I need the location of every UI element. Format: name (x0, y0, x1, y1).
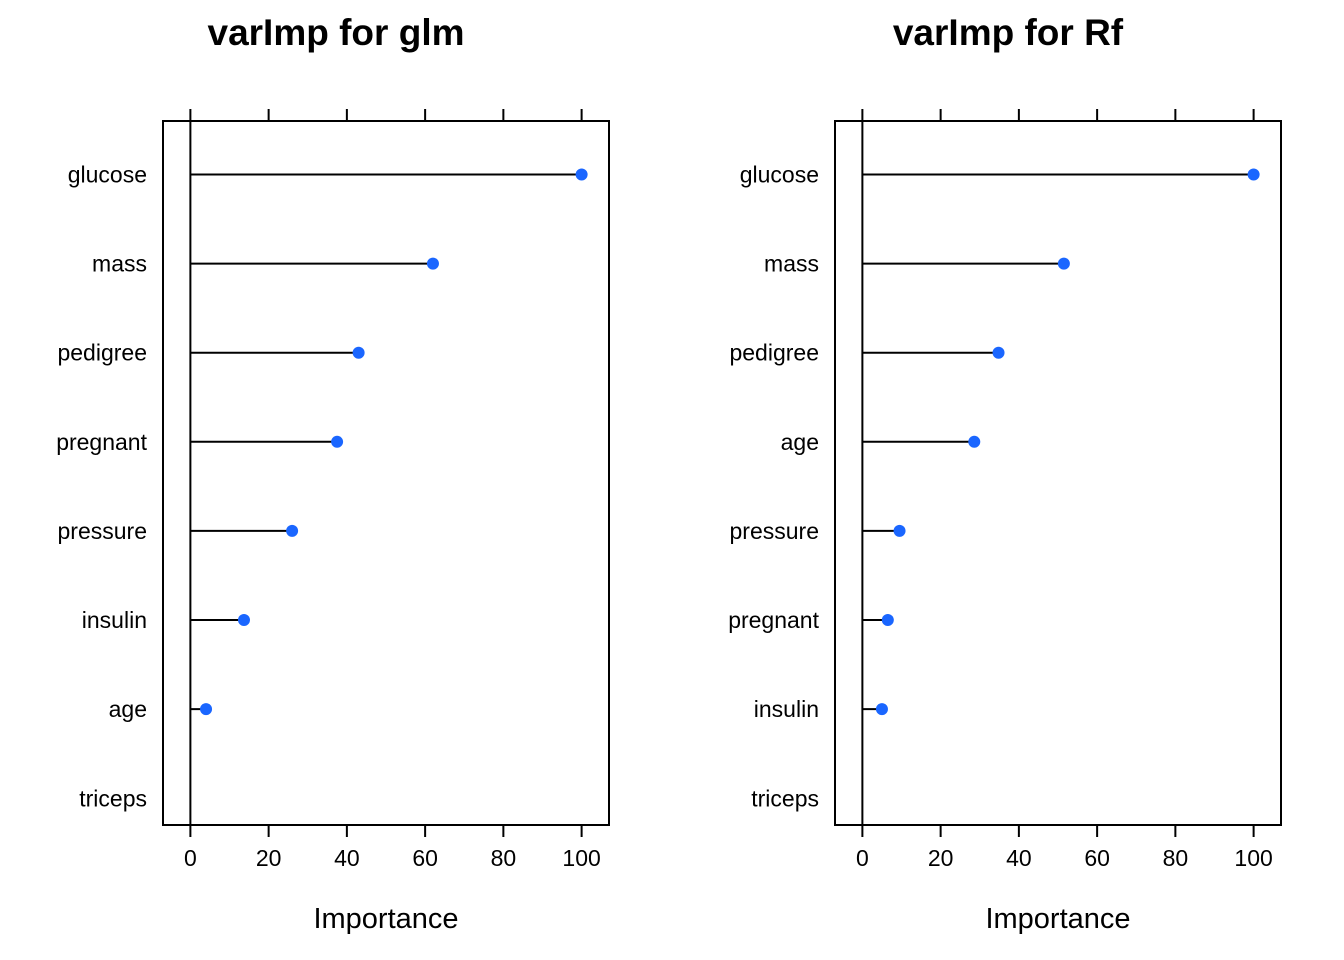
data-point (1057, 257, 1070, 270)
category-label: pedigree (729, 340, 819, 366)
category-label: glucose (740, 161, 819, 187)
chart-title: varImp for glm (208, 12, 465, 53)
x-tick-label: 40 (334, 845, 360, 871)
category-label: age (109, 696, 147, 722)
category-label: insulin (82, 607, 147, 633)
category-label: pressure (58, 518, 147, 544)
x-tick-label: 20 (928, 845, 954, 871)
x-tick-label: 100 (562, 845, 600, 871)
x-tick-label: 60 (1084, 845, 1110, 871)
plot-frame (162, 120, 610, 826)
data-point (575, 168, 588, 181)
category-label: triceps (751, 785, 819, 811)
x-tick-label: 80 (491, 845, 517, 871)
x-tick-label: 20 (256, 845, 282, 871)
x-tick-label: 0 (856, 845, 869, 871)
x-tick-label: 40 (1006, 845, 1032, 871)
data-point (286, 524, 299, 537)
data-point (426, 257, 439, 270)
data-point (875, 703, 888, 716)
category-label: pregnant (728, 607, 819, 633)
data-point (893, 524, 906, 537)
category-label: mass (764, 251, 819, 277)
x-tick-label: 100 (1234, 845, 1272, 871)
category-label: age (781, 429, 819, 455)
data-point (968, 435, 981, 448)
chart-title: varImp for Rf (893, 12, 1124, 53)
x-tick-label: 60 (412, 845, 438, 871)
data-point (331, 435, 344, 448)
data-point (200, 703, 213, 716)
x-tick-label: 0 (184, 845, 197, 871)
data-point (881, 614, 894, 627)
category-label: insulin (754, 696, 819, 722)
data-point (237, 614, 250, 627)
category-label: pedigree (57, 340, 147, 366)
category-label: pressure (730, 518, 819, 544)
data-point (992, 346, 1005, 359)
x-axis-label: Importance (313, 903, 458, 935)
plot-frame (834, 120, 1282, 826)
category-label: mass (92, 251, 147, 277)
x-tick-label: 80 (1163, 845, 1189, 871)
data-point (352, 346, 365, 359)
category-label: pregnant (56, 429, 147, 455)
data-point (1247, 168, 1260, 181)
category-label: triceps (79, 785, 147, 811)
category-label: glucose (68, 161, 147, 187)
panel-glm: varImp for glm Importance 0 20 40 60 80 100 gl… (56, 12, 610, 935)
panel-rf: varImp for Rf Importance 0 20 40 60 80 100 glu… (728, 12, 1282, 935)
x-axis-label: Importance (985, 903, 1130, 935)
